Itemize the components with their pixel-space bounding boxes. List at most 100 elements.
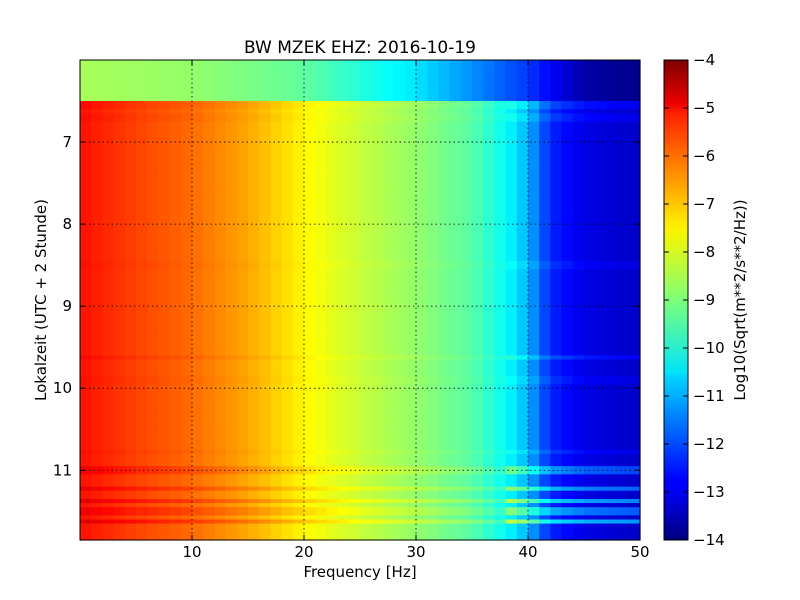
heatmap-cell [438,207,451,213]
heatmap-cell [516,88,529,94]
heatmap-row [80,117,641,123]
heatmap-cell [158,261,171,266]
heatmap-cell [494,154,507,160]
heatmap-cell [113,261,126,266]
heatmap-cell [628,445,641,451]
heatmap-cell [147,240,159,246]
heatmap-cell [102,334,115,340]
heatmap-cell [180,453,193,459]
heatmap-cell [561,96,574,102]
heatmap-cell [483,162,495,168]
heatmap-cell [225,388,238,393]
heatmap-cell [472,338,484,344]
heatmap-cell [113,343,126,348]
heatmap-cell [505,273,518,279]
heatmap-cell [91,306,103,311]
heatmap-cell [360,154,372,160]
heatmap-cell [259,334,271,340]
heatmap-cell [180,355,193,361]
heatmap-cell [326,457,339,463]
heatmap-cell [315,437,327,443]
heatmap-cell [628,314,641,320]
heatmap-cell [550,129,563,135]
heatmap-cell [292,289,305,295]
heatmap-cell [393,240,406,246]
heatmap-cell [416,269,428,274]
heatmap-cell [281,232,294,238]
heatmap-cell [438,96,451,102]
heatmap-cell [292,437,305,443]
heatmap-cell [203,330,215,336]
heatmap-cell [550,232,563,238]
heatmap-cell [483,121,495,127]
heatmap-cell [505,60,518,65]
heatmap-cell [516,433,529,439]
heatmap-cell [203,425,215,430]
heatmap-cell [449,293,462,299]
heatmap-cell [628,244,641,250]
heatmap-cell [91,240,103,246]
heatmap-cell [91,252,103,258]
heatmap-cell [337,347,350,352]
heatmap-cell [472,187,484,192]
heatmap-cell [438,338,451,344]
heatmap-cell [214,396,227,402]
heatmap-cell [203,174,215,180]
heatmap-row [80,306,641,311]
heatmap-cell [427,453,439,459]
heatmap-cell [192,400,204,406]
heatmap-cell [360,215,372,221]
heatmap-cell [483,425,495,430]
heatmap-cell [472,318,484,324]
heatmap-cell [606,285,619,291]
heatmap-cell [371,158,383,164]
heatmap-cell [460,96,473,102]
heatmap-cell [214,215,227,221]
heatmap-cell [371,285,383,291]
heatmap-cell [606,166,619,172]
heatmap-cell [483,174,495,180]
heatmap-cell [348,289,361,295]
heatmap-cell [427,236,439,242]
heatmap-cell [225,88,238,94]
heatmap-cell [528,277,540,283]
heatmap-cell [561,363,574,369]
heatmap-cell [550,199,563,205]
heatmap-cell [561,384,574,389]
heatmap-cell [483,380,495,385]
heatmap-cell [472,302,484,307]
heatmap-cell [483,240,495,246]
heatmap-cell [270,220,283,225]
heatmap-cell [472,150,484,155]
heatmap-cell [91,187,103,192]
heatmap-cell [416,351,428,356]
heatmap-cell [348,154,361,160]
heatmap-cell [136,297,148,303]
heatmap-cell [360,252,372,258]
heatmap-cell [617,347,630,352]
heatmap-cell [505,240,518,246]
heatmap-cell [360,429,372,434]
heatmap-cell [147,154,159,160]
heatmap-cell [584,60,596,65]
heatmap-cell [628,273,641,279]
heatmap-cell [180,166,193,172]
heatmap-cell [180,445,193,451]
heatmap-cell [337,113,350,119]
heatmap-cell [225,133,238,139]
heatmap-cell [550,236,563,242]
heatmap-cell [147,380,159,385]
heatmap-cell [270,224,283,229]
heatmap-cell [236,121,249,127]
heatmap-cell [259,252,271,258]
heatmap-cell [494,310,507,315]
heatmap-cell [304,125,316,131]
heatmap-cell [427,421,439,426]
heatmap-cell [606,334,619,340]
heatmap-cell [550,80,563,86]
heatmap-cell [561,429,574,434]
heatmap-row [80,162,641,168]
heatmap-cell [136,101,148,106]
heatmap-cell [584,109,596,114]
heatmap-cell [483,314,495,320]
